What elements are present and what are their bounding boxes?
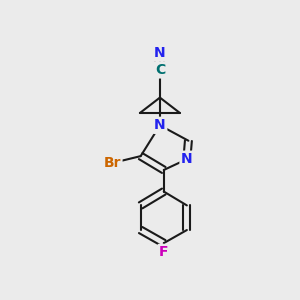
Text: N: N <box>154 46 166 60</box>
Text: N: N <box>181 152 193 166</box>
Text: F: F <box>159 245 169 260</box>
Text: Br: Br <box>103 156 121 170</box>
Text: C: C <box>155 63 165 77</box>
Text: N: N <box>154 118 166 132</box>
